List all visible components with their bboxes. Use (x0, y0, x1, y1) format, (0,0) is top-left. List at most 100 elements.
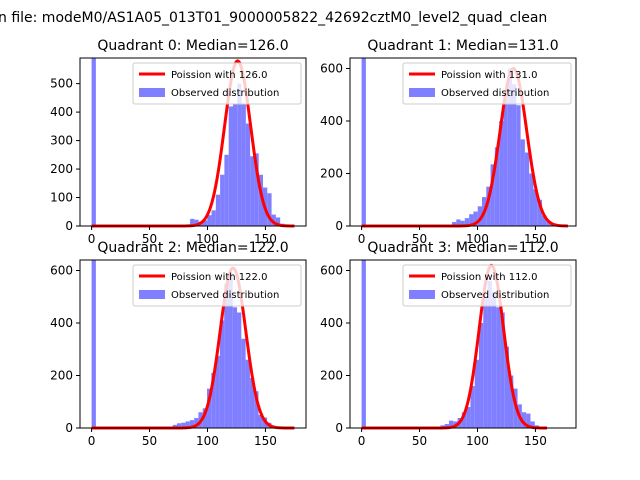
x-tick-label: 0 (358, 232, 366, 246)
histogram-bar (520, 139, 525, 226)
histogram-bar (258, 174, 264, 226)
legend: Poission with 122.0 Observed distribution (132, 264, 302, 307)
x-tick-label: 50 (142, 232, 157, 246)
legend-label-observed: Observed distribution (171, 88, 279, 99)
y-tick-label: 300 (50, 134, 73, 148)
histogram-bar (529, 173, 534, 226)
histogram-bar (181, 422, 186, 428)
histogram-bar (215, 355, 220, 428)
y-tick-label: 0 (65, 421, 73, 435)
legend-patch-swatch (409, 88, 435, 97)
histogram-bar (245, 359, 250, 428)
histogram-bar (507, 68, 513, 226)
histogram-bar (361, 58, 366, 226)
y-tick-label: 200 (50, 369, 73, 383)
histogram-bar (220, 174, 225, 226)
histogram-bar (448, 420, 454, 428)
histogram-bar (228, 106, 233, 226)
histogram-bar (250, 156, 255, 226)
histogram-bar (190, 218, 195, 226)
histogram-bar (509, 375, 514, 428)
histogram-bar (487, 281, 492, 428)
y-tick-label: 600 (320, 264, 343, 278)
legend-patch-swatch (409, 290, 435, 299)
histogram-bar (219, 320, 225, 428)
x-tick-label: 150 (524, 434, 547, 448)
legend-patch-swatch (139, 290, 165, 299)
y-tick-label: 100 (50, 191, 73, 205)
histogram-bar (490, 164, 495, 226)
histogram-bar (474, 359, 479, 428)
histogram-bar (254, 391, 259, 428)
y-tick-label: 400 (320, 114, 343, 128)
quadrant-2-title: Quadrant 2: Median=122.0 (97, 240, 288, 256)
histogram-bar (185, 421, 190, 428)
histogram-bar (258, 414, 263, 428)
histogram-bar (237, 312, 242, 428)
histogram-bar (477, 206, 483, 226)
quadrant-3-title: Quadrant 3: Median=112.0 (367, 240, 558, 256)
quadrant-0-title: Quadrant 0: Median=126.0 (97, 38, 288, 54)
histogram-bar (451, 222, 457, 226)
histogram-bar (469, 214, 474, 226)
histogram-bar (241, 103, 246, 226)
histogram-bar (172, 424, 178, 428)
histogram-bar (232, 103, 238, 226)
x-tick-label: 0 (88, 434, 96, 448)
legend-label-observed: Observed distribution (441, 88, 549, 99)
x-tick-label: 100 (196, 232, 219, 246)
y-tick-label: 400 (320, 316, 343, 330)
histogram-bar (207, 215, 212, 226)
histogram-bar (470, 386, 475, 428)
legend-label-poisson: Poission with 112.0 (441, 272, 537, 283)
histogram-bar (245, 123, 251, 226)
histogram-bar (202, 220, 208, 226)
axes-frame (79, 259, 307, 429)
x-tick-label: 50 (412, 232, 427, 246)
histogram-bar (232, 307, 238, 428)
y-tick-label: 400 (50, 316, 73, 330)
histogram-bar (224, 283, 229, 428)
histogram-bar (211, 372, 216, 428)
histogram-bar (494, 147, 500, 226)
quadrant-1-title: Quadrant 1: Median=131.0 (367, 38, 558, 54)
histogram-bar (512, 84, 517, 226)
histogram-bar (464, 218, 470, 226)
x-tick-label: 100 (466, 434, 489, 448)
quadrant-0-plot: Quadrant 0: Median=126.0 0 50 100 150 0 100 200… (50, 38, 307, 246)
axes-frame (349, 57, 577, 227)
x-tick-label: 150 (254, 232, 277, 246)
histogram-bar (491, 291, 497, 428)
legend-label-poisson: Poission with 122.0 (171, 272, 267, 283)
legend-box (132, 264, 302, 307)
histogram-bar (254, 153, 259, 226)
histogram-bar (483, 296, 488, 428)
histogram-bar (228, 273, 233, 428)
histogram-bar (461, 412, 467, 428)
histogram-bar (516, 105, 521, 226)
histogram-bar (177, 423, 182, 428)
x-tick-label: 0 (88, 232, 96, 246)
legend: Poission with 131.0 Observed distribution (402, 62, 572, 105)
histogram-bar (504, 346, 510, 428)
histogram-bar (537, 199, 543, 226)
histogram-bar (211, 210, 216, 226)
x-tick-label: 50 (142, 434, 157, 448)
histogram-bar (267, 193, 272, 226)
histogram-bar (456, 219, 461, 226)
histogram-bar (526, 413, 531, 428)
histogram-bar (224, 154, 229, 226)
y-tick-label: 200 (320, 167, 343, 181)
legend-box (402, 264, 572, 307)
x-tick-label: 50 (412, 434, 427, 448)
histogram-bar (460, 220, 465, 226)
histogram-bar (207, 388, 212, 428)
legend-box (132, 62, 302, 105)
histogram-bar (533, 189, 538, 226)
histogram-bar (486, 186, 491, 226)
histogram-bar (503, 94, 508, 226)
x-tick-label: 150 (524, 232, 547, 246)
histogram-bar (91, 58, 96, 226)
histogram-bar (444, 424, 449, 428)
